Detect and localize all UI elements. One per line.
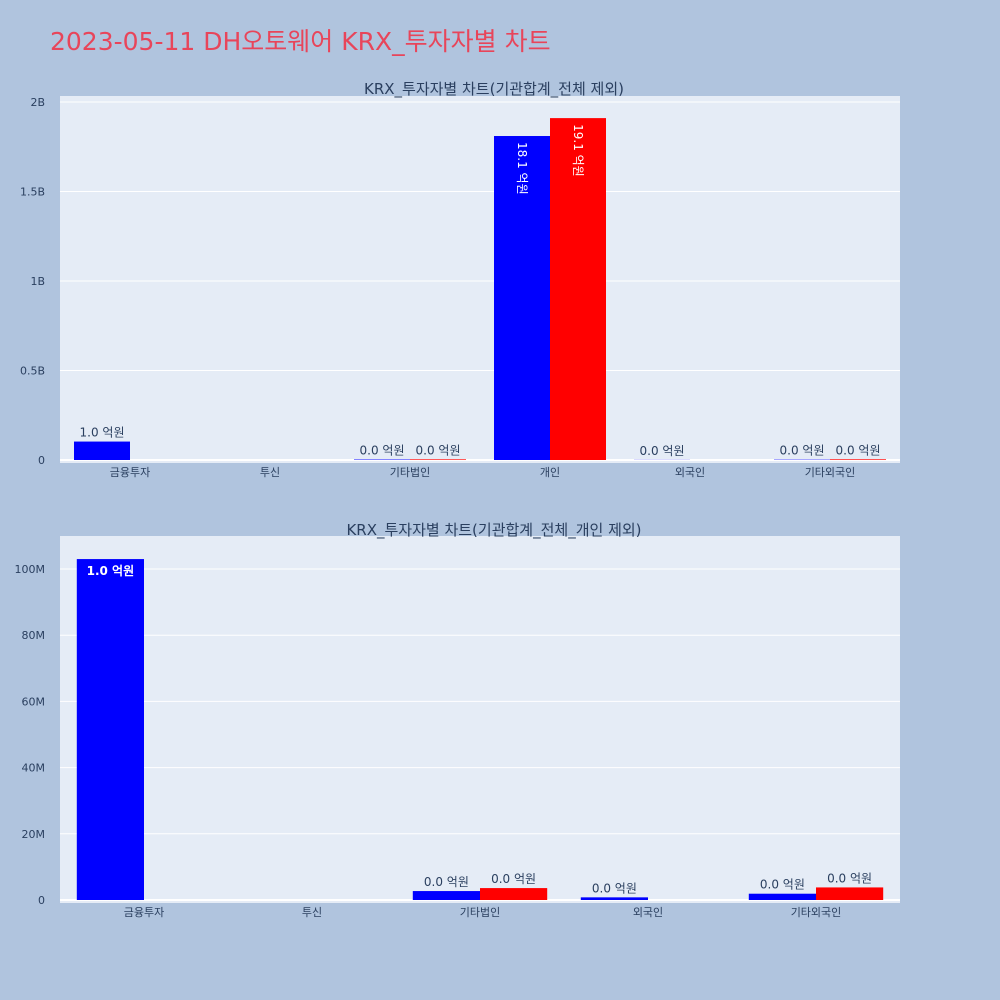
chart1-title: KRX_투자자별 차트(기관합계_전체 제외) <box>364 80 624 99</box>
chart1-x-tick-label: 금융투자 <box>110 466 150 479</box>
chart1-bar-red <box>830 459 886 460</box>
chart2-y-tick-label: 60M <box>22 695 46 708</box>
chart1-data-label: 0.0 억원 <box>416 443 461 457</box>
chart2-data-label: 0.0 억원 <box>827 871 872 885</box>
chart1-data-label: 0.0 억원 <box>640 444 685 458</box>
chart2-x-tick-label: 기타법인 <box>460 906 500 919</box>
chart1-y-tick-label: 2B <box>30 96 45 109</box>
page-title: 2023-05-11 DH오토웨어 KRX_투자자별 차트 <box>50 27 551 56</box>
chart1-bar-blue <box>494 136 550 460</box>
chart1-bar-blue <box>74 441 130 460</box>
chart1-data-label: 0.0 억원 <box>360 444 405 458</box>
chart2-bar-blue <box>580 897 648 900</box>
chart2-x-tick-label: 기타외국인 <box>791 906 842 919</box>
chart1-bar-red <box>410 459 466 460</box>
chart2-y-tick-label: 40M <box>22 762 46 775</box>
chart1-y-tick-label: 0.5B <box>20 365 45 378</box>
chart1-data-label: 0.0 억원 <box>780 444 825 458</box>
chart2-data-label: 0.0 억원 <box>424 875 469 889</box>
chart1-plot-area <box>60 96 900 463</box>
chart2-data-label: 0.0 억원 <box>491 872 536 886</box>
chart2-plot-area <box>60 536 900 903</box>
chart2-data-label: 0.0 억원 <box>760 878 805 892</box>
chart2-bar-blue <box>76 559 144 900</box>
chart2-x-tick-label: 금융투자 <box>124 906 164 919</box>
chart1-data-label: 1.0 억원 <box>80 426 125 440</box>
chart2-bar-red <box>480 888 548 900</box>
chart1-data-label: 18.1 억원 <box>515 142 529 195</box>
chart2-bar-red <box>816 887 884 900</box>
chart2-data-label: 1.0 억원 <box>87 564 135 578</box>
chart1-x-tick-label: 투신 <box>260 466 280 479</box>
chart2-y-tick-label: 80M <box>22 629 46 642</box>
chart2-x-tick-label: 투신 <box>302 906 322 919</box>
chart2-y-tick-label: 100M <box>15 563 46 576</box>
chart1-x-tick-label: 개인 <box>540 466 560 479</box>
chart1-y-tick-label: 1.5B <box>20 186 45 199</box>
chart1-data-label: 0.0 억원 <box>836 443 881 457</box>
chart2-y-tick-label: 0 <box>38 894 45 907</box>
chart1-x-tick-label: 기타법인 <box>390 466 430 479</box>
chart1-bar-red <box>550 118 606 461</box>
chart1-data-label: 19.1 억원 <box>571 124 585 177</box>
chart2-x-tick-label: 외국인 <box>633 906 663 919</box>
chart1-y-tick-label: 0 <box>38 454 45 467</box>
chart2-bar-blue <box>748 893 816 900</box>
chart2-title: KRX_투자자별 차트(기관합계_전체_개인 제외) <box>346 521 641 540</box>
chart2-y-tick-label: 20M <box>22 828 46 841</box>
chart1-y-tick-label: 1B <box>30 275 45 288</box>
chart1-x-tick-label: 외국인 <box>675 466 705 479</box>
chart1-x-tick-label: 기타외국인 <box>805 466 856 479</box>
chart2-bar-blue <box>412 891 480 900</box>
chart2-data-label: 0.0 억원 <box>592 881 637 895</box>
